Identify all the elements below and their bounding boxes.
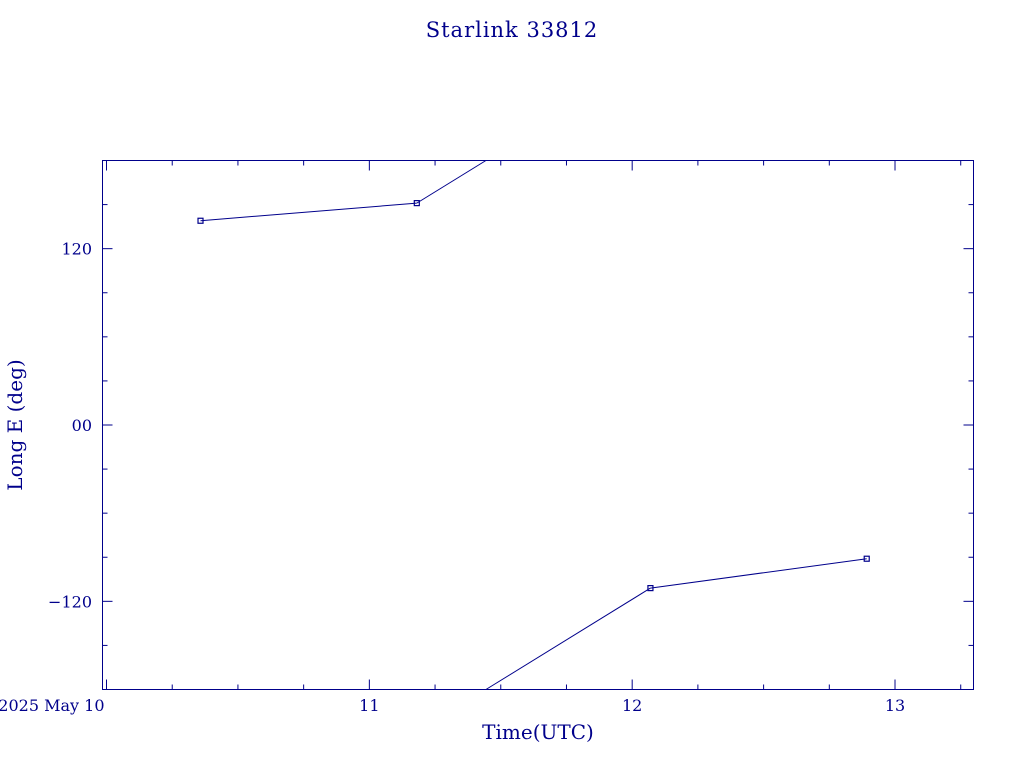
data-point xyxy=(413,200,420,207)
chart-title: Starlink 33812 xyxy=(426,18,599,42)
x-axis-label: Time(UTC) xyxy=(482,720,594,744)
y-axis-label: Long E (deg) xyxy=(3,359,27,490)
y-tick-label: −120 xyxy=(48,592,92,611)
series-segment xyxy=(650,558,867,589)
x-tick-label: 13 xyxy=(885,696,905,715)
data-point xyxy=(863,555,870,562)
y-tick-label: 00 xyxy=(72,416,92,435)
series-segment xyxy=(200,202,417,222)
x-tick-label: 2025 May 10 xyxy=(0,696,105,715)
plot-frame xyxy=(102,160,974,690)
tick-labels: 2025 May 10 11 12 13 120 00 −120 xyxy=(0,240,905,715)
x-tick-label: 11 xyxy=(359,696,379,715)
series-segment xyxy=(485,587,651,690)
y-tick-label: 120 xyxy=(61,240,92,259)
data-point xyxy=(647,585,654,592)
data-point xyxy=(197,217,204,224)
x-tick-label: 12 xyxy=(622,696,642,715)
ticks xyxy=(102,160,974,690)
series-segment xyxy=(416,160,487,204)
series xyxy=(197,160,870,690)
